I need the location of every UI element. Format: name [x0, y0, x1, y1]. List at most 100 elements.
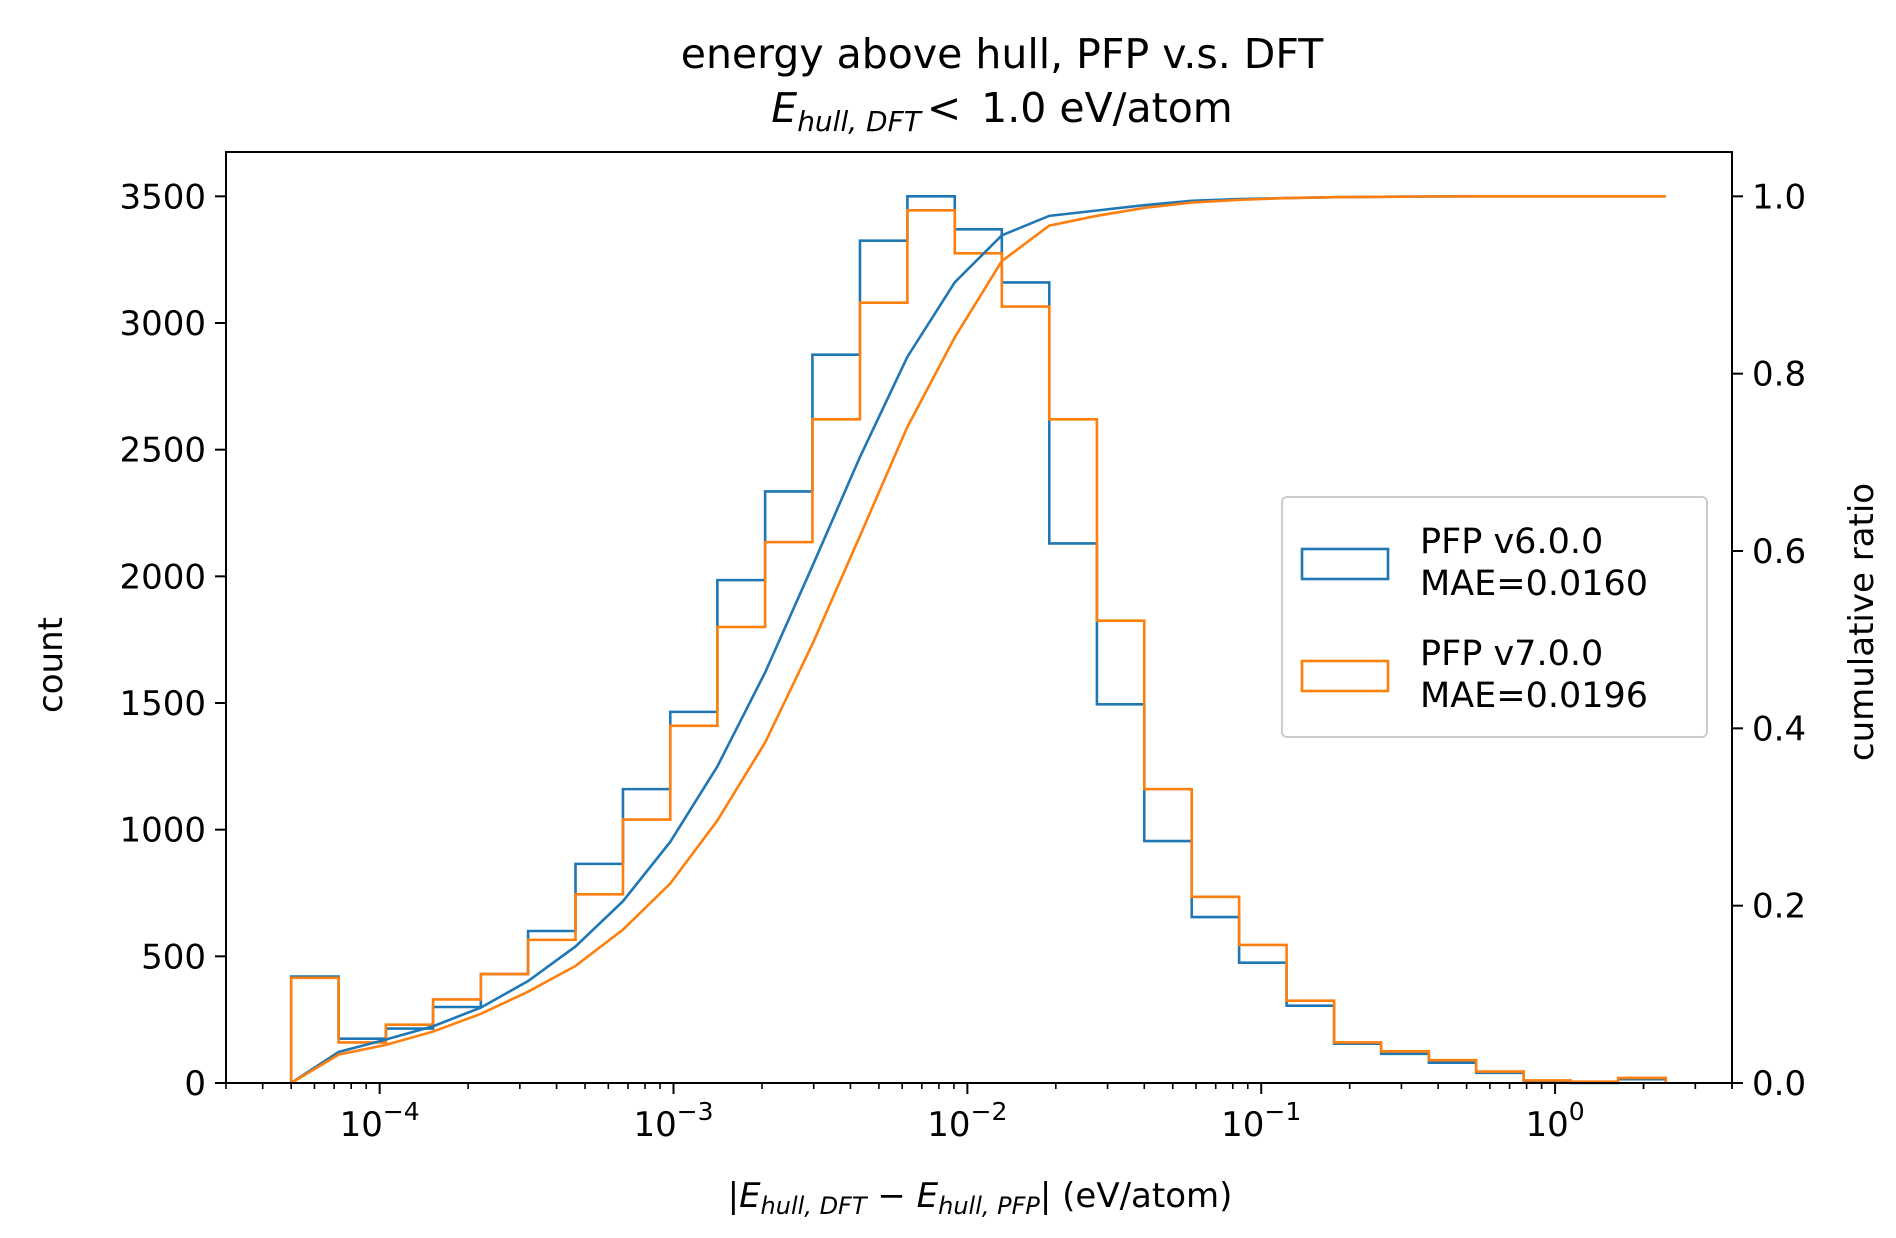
hist-bin	[955, 229, 1002, 1083]
histogram-2	[289, 208, 1668, 1084]
x-tick-label: 10−1	[1221, 1097, 1301, 1145]
legend-label-mae: MAE=0.0196	[1420, 676, 1648, 716]
hist-bin	[1429, 1063, 1476, 1083]
hist-bin	[528, 931, 575, 1083]
xlabel-e2: E	[917, 1176, 939, 1216]
legend-swatch	[1300, 547, 1390, 581]
hist-bin	[1239, 945, 1286, 1083]
x-tick-exp: −4	[383, 1097, 420, 1126]
x-tick-label: 100	[1525, 1097, 1584, 1145]
y-axis-label: count	[31, 617, 71, 713]
hist-bin	[433, 999, 481, 1083]
hist-bin	[1049, 419, 1097, 1083]
hist-bin	[576, 864, 623, 1083]
y2-tick-label: 0.4	[1752, 709, 1806, 749]
hist-bin	[623, 820, 670, 1083]
hist-bin	[1144, 841, 1191, 1083]
cumulative-line-2	[290, 195, 1666, 1085]
hist-bin	[1334, 1042, 1381, 1083]
y2-axis-label: cumulative ratio	[1842, 483, 1882, 761]
x-axis: 10−4 10−3 10−2 10−1 100	[225, 1083, 1733, 1145]
hist-bin	[765, 542, 812, 1083]
hist-bin	[528, 940, 575, 1083]
x-tick-label: 10−4	[340, 1097, 420, 1145]
chart-title-group: energy above hull, PFP v.s. DFT Ehull, D…	[681, 30, 1325, 138]
y2-tick-label: 0.0	[1752, 1064, 1806, 1104]
y2-tick-label: 1.0	[1752, 177, 1806, 217]
legend-swatch	[1300, 659, 1390, 693]
hist-bin	[1476, 1073, 1523, 1083]
hist-bin	[481, 974, 528, 1083]
y-tick-label: 0	[184, 1064, 206, 1104]
y-tick-label: 3000	[119, 304, 206, 344]
hist-bin	[1239, 963, 1286, 1083]
hist-bin	[860, 303, 907, 1083]
hist-bin	[1381, 1051, 1429, 1083]
hist-bin	[1192, 917, 1239, 1083]
y-tick-label: 500	[141, 937, 206, 977]
xlabel-minus: −	[867, 1176, 917, 1216]
y-tick-label: 1000	[119, 811, 206, 851]
y-tick-label: 3500	[119, 177, 206, 217]
xlabel-sub1: hull, DFT	[761, 1192, 869, 1220]
x-tick-base: 10	[927, 1105, 970, 1145]
x-tick-base: 10	[1525, 1105, 1568, 1145]
xlabel-sub2: hull, PFP	[938, 1192, 1040, 1220]
hist-bin	[1049, 543, 1097, 1083]
xlabel-bar1: |	[728, 1176, 739, 1216]
x-tick-base: 10	[633, 1105, 676, 1145]
y-tick-label: 1500	[119, 684, 206, 724]
x-tick-base: 10	[340, 1105, 383, 1145]
x-tick-exp: −3	[677, 1097, 714, 1126]
legend-label-name: PFP v7.0.0	[1420, 634, 1603, 674]
chart-subtitle: Ehull, DFT <1.0 eV/atom	[771, 84, 1232, 138]
y-tick-label: 2500	[119, 431, 206, 471]
hist-bin	[907, 210, 954, 1083]
y-axis: 0 500 1000 1500 2000 2500 3000 3500	[119, 177, 226, 1104]
subtitle-e: E	[771, 84, 797, 132]
x-tick-base: 10	[1221, 1105, 1264, 1145]
hist-bin	[717, 627, 765, 1083]
xlabel-e1: E	[739, 1176, 761, 1216]
hist-bin	[1287, 1001, 1334, 1083]
hist-bin	[1002, 282, 1049, 1083]
hist-bin	[955, 253, 1002, 1083]
hist-bin	[1144, 789, 1191, 1083]
hist-bin	[812, 355, 860, 1083]
y2-axis: 0.0 0.2 0.4 0.6 0.8 1.0	[1732, 177, 1806, 1104]
y2-tick-label: 0.8	[1752, 355, 1806, 395]
hist-bin	[907, 196, 954, 1083]
x-tick-exp: −2	[971, 1097, 1008, 1126]
subtitle-sub: hull, DFT	[797, 105, 923, 138]
x-tick-label: 10−3	[633, 1097, 713, 1145]
hist-bin	[1097, 704, 1144, 1083]
hist-bin	[860, 241, 907, 1083]
subtitle-op: <	[927, 84, 961, 132]
histogram-step-line	[289, 208, 1668, 1084]
hist-bin	[1381, 1054, 1429, 1083]
hist-bin	[1097, 621, 1144, 1083]
hist-bin	[812, 419, 860, 1083]
hist-bin	[1192, 897, 1239, 1083]
hist-bin	[1002, 307, 1049, 1083]
plot-frame	[225, 151, 1733, 1084]
xlabel-tail: | (eV/atom)	[1040, 1176, 1233, 1216]
x-tick-label: 10−2	[927, 1097, 1007, 1145]
hist-bin	[1287, 1006, 1334, 1083]
x-tick-exp: 0	[1569, 1097, 1585, 1126]
subtitle-value: 1.0 eV/atom	[981, 84, 1233, 132]
hist-bin	[623, 789, 670, 1083]
hist-bin	[670, 712, 717, 1083]
hist-bin	[481, 974, 528, 1083]
y-tick-label: 2000	[119, 557, 206, 597]
y2-tick-label: 0.6	[1752, 532, 1806, 572]
hist-bin	[1334, 1044, 1381, 1083]
y2-tick-label: 0.2	[1752, 887, 1806, 927]
x-axis-label: |Ehull, DFT − Ehull, PFP| (eV/atom)	[728, 1176, 1233, 1220]
hist-bin	[717, 580, 765, 1083]
x-tick-exp: −1	[1264, 1097, 1301, 1126]
legend-label-mae: MAE=0.0160	[1420, 564, 1648, 604]
chart-title: energy above hull, PFP v.s. DFT	[681, 30, 1325, 78]
